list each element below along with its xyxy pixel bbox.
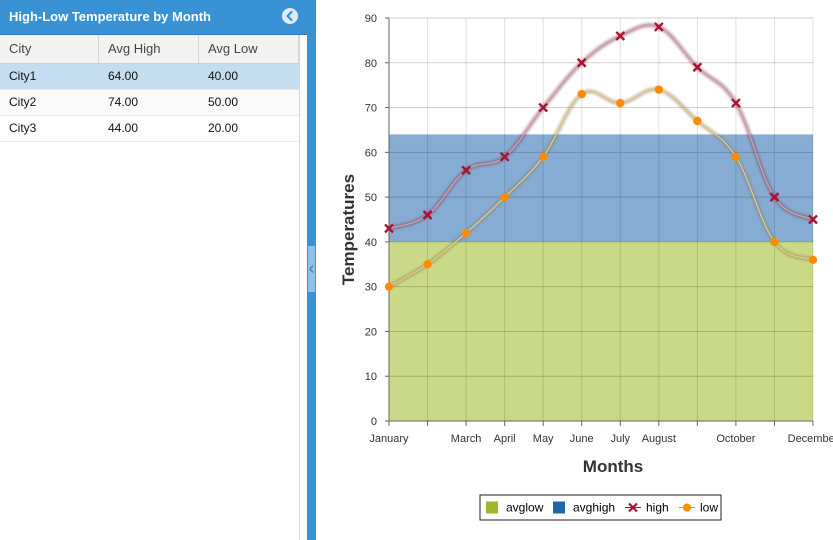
y-tick-label: 80 (365, 58, 377, 70)
column-header-avg-low[interactable]: Avg Low (199, 35, 299, 63)
chevron-left-icon (309, 265, 314, 273)
legend-swatch (553, 502, 565, 514)
avg-high-cell: 74.00 (99, 90, 199, 114)
chart-canvas: 0 10 20 30 40 50 60 70 80 90 January March April May J… (316, 0, 833, 540)
low-point-marker (423, 260, 431, 268)
low-point-marker (500, 193, 508, 201)
legend-marker (683, 504, 691, 512)
avg-low-cell: 50.00 (199, 90, 299, 114)
city-cell: City3 (0, 116, 99, 140)
low-point-marker (616, 99, 624, 107)
y-tick-label: 40 (365, 237, 377, 249)
legend-label: low (700, 501, 718, 515)
column-header-city[interactable]: City (0, 35, 99, 63)
y-axis-title: Temperatures (339, 174, 358, 285)
column-header-avg-high[interactable]: Avg High (99, 35, 199, 63)
city-table: City Avg High Avg Low City1 64.00 40.00 … (0, 35, 299, 142)
x-tick-label: August (642, 433, 676, 445)
x-tick-label: March (451, 433, 482, 445)
panel-header: High-Low Temperature by Month (0, 0, 307, 35)
legend-label: high (646, 501, 669, 515)
avg-high-cell: 44.00 (99, 116, 199, 140)
y-tick-label: 30 (365, 282, 377, 294)
table-row[interactable]: City3 44.00 20.00 (0, 116, 299, 142)
low-point-marker (770, 238, 778, 246)
y-tick-label: 60 (365, 147, 377, 159)
low-point-marker (655, 85, 663, 93)
low-point-marker (462, 229, 470, 237)
table-row[interactable]: City2 74.00 50.00 (0, 90, 299, 116)
legend-label: avglow (506, 501, 544, 515)
splitter-collapse-handle[interactable] (308, 246, 315, 292)
y-tick-label: 10 (365, 371, 377, 383)
avg-low-cell: 20.00 (199, 116, 299, 140)
low-point-marker (539, 153, 547, 161)
x-tick-label: October (716, 433, 755, 445)
city-cell: City1 (0, 64, 99, 88)
low-point-marker (385, 282, 393, 290)
legend-swatch (486, 502, 498, 514)
x-tick-label: June (570, 433, 594, 445)
chevron-left-circle-icon[interactable] (282, 8, 298, 24)
x-tick-label: December (788, 433, 833, 445)
table-row[interactable]: City1 64.00 40.00 (0, 64, 299, 90)
low-point-marker (809, 256, 817, 264)
low-point-marker (732, 153, 740, 161)
legend-item-avghigh: avghigh (553, 501, 615, 515)
x-tick-label: January (369, 433, 409, 445)
y-tick-label: 70 (365, 103, 377, 115)
avg-low-cell: 40.00 (199, 64, 299, 88)
low-point-marker (578, 90, 586, 98)
y-tick-label: 20 (365, 326, 377, 338)
legend-label: avghigh (573, 501, 615, 515)
low-point-marker (693, 117, 701, 125)
city-cell: City2 (0, 90, 99, 114)
city-grid-panel: High-Low Temperature by Month City Avg H… (0, 0, 300, 540)
temperature-chart: 0 10 20 30 40 50 60 70 80 90 January March April May J… (316, 0, 833, 540)
x-tick-label: July (610, 433, 630, 445)
legend-item-avglow: avglow (486, 501, 544, 515)
y-tick-label: 0 (371, 416, 377, 428)
panel-title: High-Low Temperature by Month (9, 9, 211, 24)
table-header: City Avg High Avg Low (0, 35, 299, 64)
x-axis-title: Months (583, 457, 643, 476)
x-tick-label: April (494, 433, 516, 445)
x-tick-label: May (533, 433, 554, 445)
y-tick-label: 90 (365, 13, 377, 25)
avg-high-cell: 64.00 (99, 64, 199, 88)
y-tick-label: 50 (365, 192, 377, 204)
